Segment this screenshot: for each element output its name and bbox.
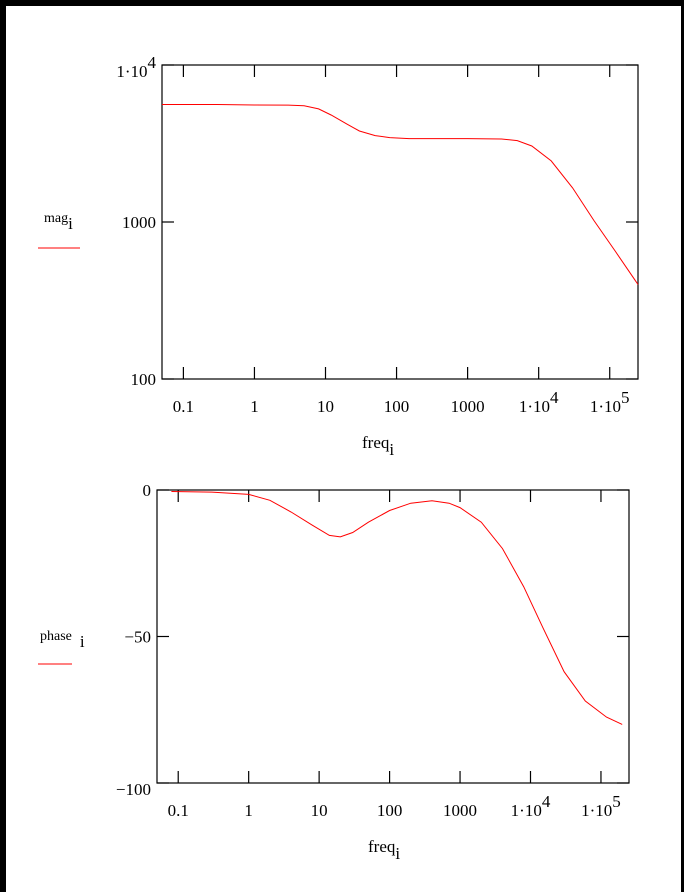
x-tick-label: 0.1 <box>168 801 189 820</box>
x-tick-label: 100 <box>377 801 403 820</box>
x-tick-label: 1 <box>250 397 259 416</box>
mag-series-line <box>162 104 639 285</box>
mag-plot: 0.1 1 10 100 1000 1·104 1·105 100 1000 1·104 fre… <box>38 53 639 459</box>
x-tick-label: 1000 <box>451 397 485 416</box>
mag-x-axis-label: freqi <box>362 433 394 459</box>
x-tick-label: 10 <box>311 801 328 820</box>
x-tick-label: 1·105 <box>581 792 621 820</box>
x-tick-label: 1000 <box>443 801 477 820</box>
x-tick-label: 1·104 <box>511 792 551 820</box>
y-tick-label: 1·104 <box>116 53 156 81</box>
phase-series-line <box>171 491 623 725</box>
x-tick-label: 100 <box>384 397 410 416</box>
mag-y-axis-label: magi <box>44 211 73 233</box>
phase-plot: 0.1 1 10 100 1000 1·104 1·105 −100 −50 0 freqi p… <box>38 481 630 863</box>
phase-y-axis-label: phase i <box>40 629 85 651</box>
x-tick-label: 1·105 <box>590 388 630 416</box>
mag-x-ticks <box>182 65 611 379</box>
x-tick-label: 10 <box>317 397 334 416</box>
y-tick-label: 100 <box>131 370 157 389</box>
mag-plot-frame <box>161 64 639 380</box>
mag-x-tick-labels: 0.1 1 10 100 1000 1·104 1·105 <box>173 388 630 416</box>
phase-y-ticks <box>157 489 629 784</box>
mag-y-ticks <box>162 64 638 380</box>
x-tick-label: 1·104 <box>519 388 559 416</box>
phase-x-ticks <box>177 490 602 783</box>
phase-x-axis-label: freqi <box>368 837 400 863</box>
phase-plot-frame <box>156 489 630 784</box>
mag-y-tick-labels: 100 1000 1·104 <box>116 53 156 389</box>
y-tick-label: 1000 <box>122 213 156 232</box>
y-tick-label: 0 <box>143 481 152 500</box>
y-tick-label: −100 <box>116 780 151 799</box>
phase-x-tick-labels: 0.1 1 10 100 1000 1·104 1·105 <box>168 792 621 820</box>
x-tick-label: 0.1 <box>173 397 194 416</box>
x-tick-label: 1 <box>244 801 253 820</box>
phase-y-tick-labels: −100 −50 0 <box>116 481 151 799</box>
y-tick-label: −50 <box>124 628 151 647</box>
